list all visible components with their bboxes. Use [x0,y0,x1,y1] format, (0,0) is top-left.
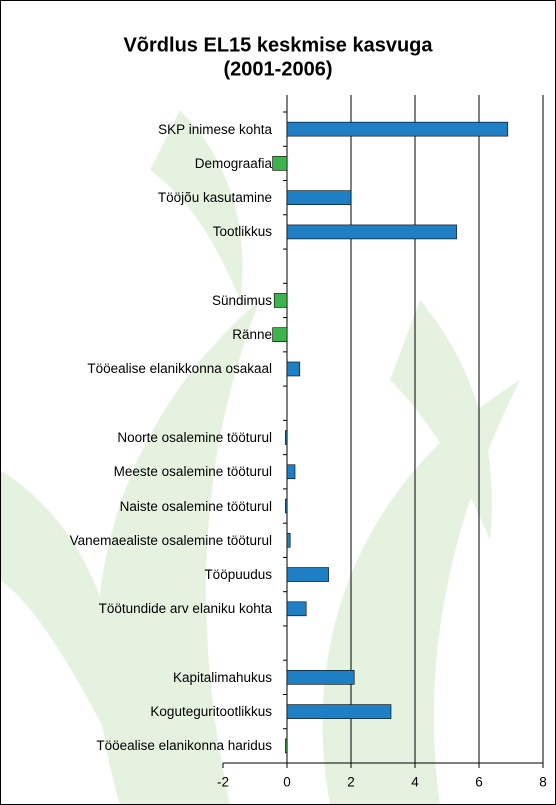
x-tick-label: -2 [217,775,229,790]
chart-page: Võrdlus EL15 keskmise kasvuga (2001-2006… [0,0,556,805]
x-tick-label: 8 [539,775,547,790]
category-label: Tööealise elanikkonna osakaal [40,352,272,386]
x-tick-label: 6 [475,775,483,790]
category-label: Naiste osalemine tööturul [40,489,272,523]
x-tick-label: 2 [347,775,355,790]
category-label: SKP inimese kohta [40,112,272,146]
category-label: Tööealise elanikonna haridus [40,729,272,763]
bar [285,499,287,513]
category-label: Vanemaealiste osalemine tööturul [40,523,272,557]
bar [287,362,300,376]
category-label: Demograafia [40,146,272,180]
category-label: Tööjõu kasutamine [40,181,272,215]
category-label: Koguteguritootlikkus [40,694,272,728]
chart-subtitle: (2001-2006) [224,58,333,80]
x-tick-label: 4 [411,775,419,790]
bar [285,431,287,445]
bar [285,739,287,753]
bar [287,191,351,205]
category-label: Tööpuudus [40,557,272,591]
bar [274,293,287,307]
category-label: Sündimus [40,283,272,317]
category-label: Tootlikkus [40,215,272,249]
x-tick-label: 0 [283,775,291,790]
category-label: Töötundide arv elaniku kohta [40,592,272,626]
category-label: Meeste osalemine tööturul [40,455,272,489]
category-label: Noorte osalemine tööturul [40,420,272,454]
category-label: Kapitalimahukus [40,660,272,694]
bar [273,156,287,170]
bar [287,602,306,616]
bar [287,465,295,479]
bar [273,328,287,342]
bar [287,705,391,719]
bar [287,533,290,547]
bar [287,225,457,239]
bar [287,568,329,582]
chart-title: Võrdlus EL15 keskmise kasvuga [123,34,433,56]
bar [287,670,354,684]
bar [287,122,508,136]
category-label: Ränne [40,318,272,352]
